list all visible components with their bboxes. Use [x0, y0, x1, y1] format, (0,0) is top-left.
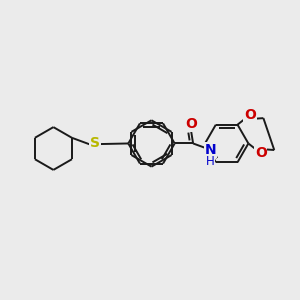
Text: O: O — [244, 108, 256, 122]
Text: O: O — [185, 117, 197, 131]
Text: O: O — [255, 146, 267, 160]
Text: S: S — [90, 136, 100, 151]
Text: H: H — [206, 155, 215, 168]
Text: N: N — [205, 143, 216, 157]
